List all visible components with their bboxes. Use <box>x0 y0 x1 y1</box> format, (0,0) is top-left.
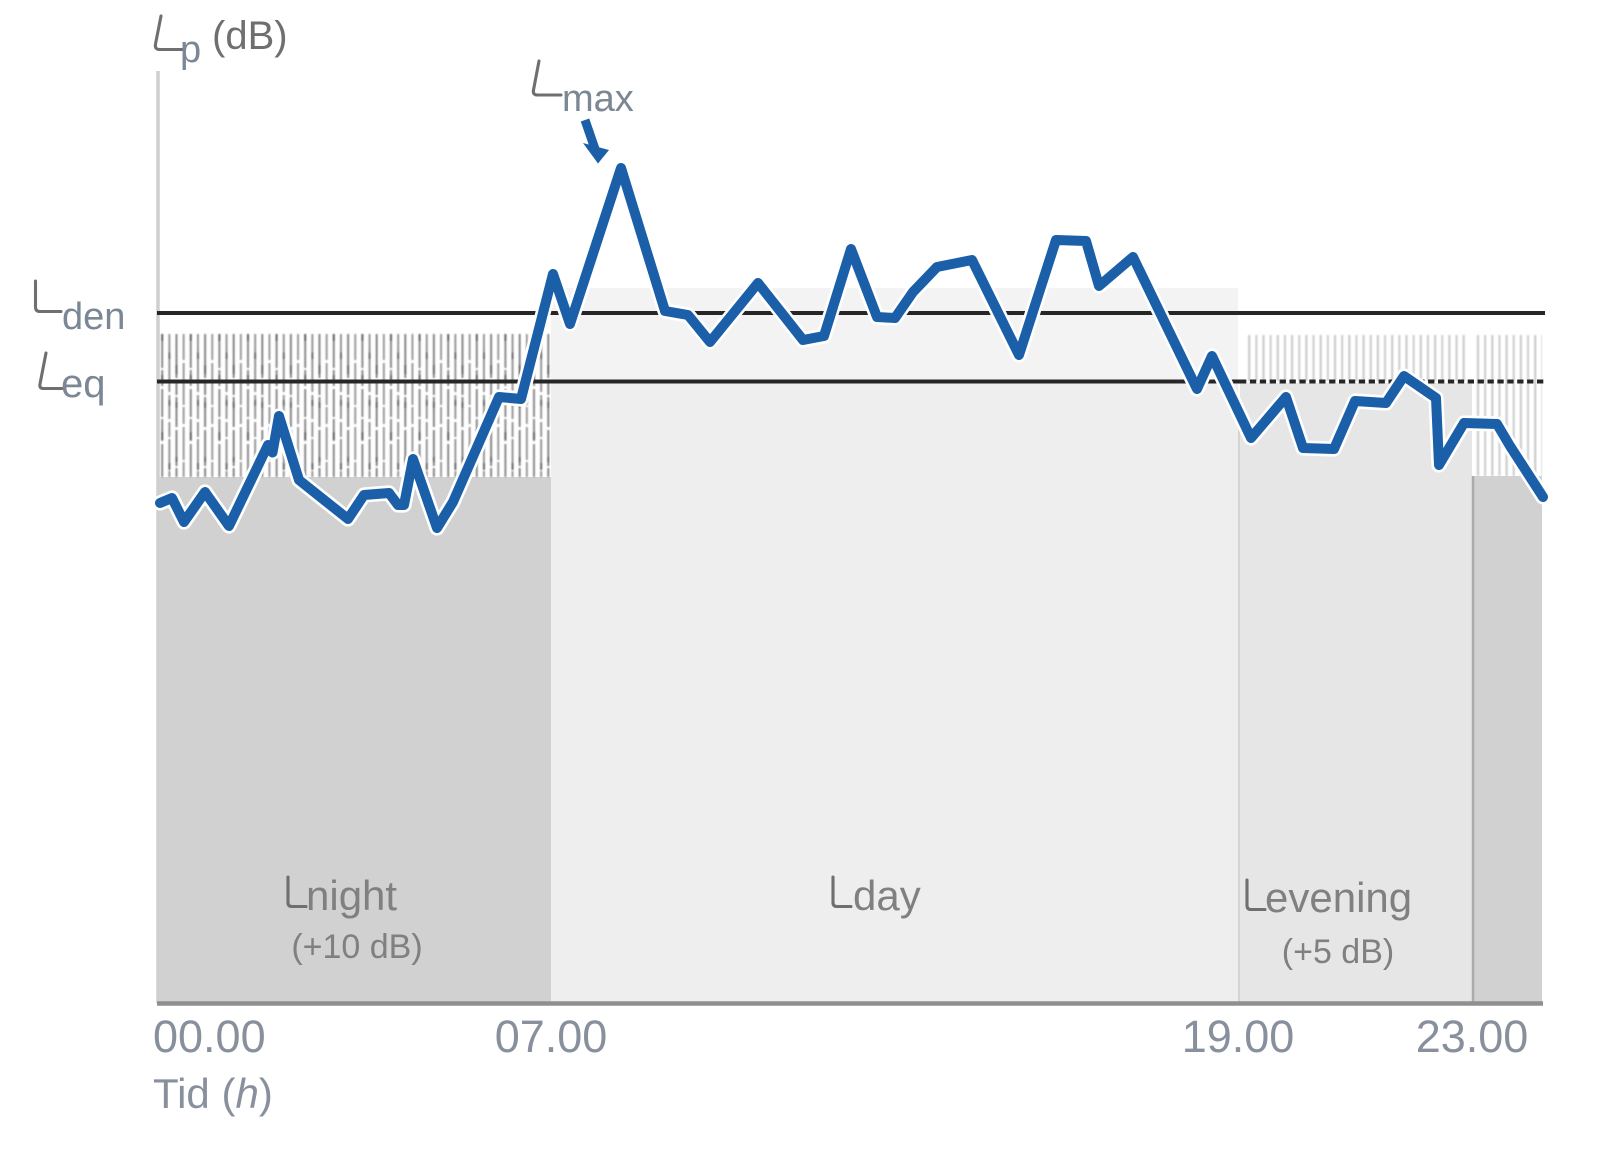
svg-text:day: day <box>853 872 921 919</box>
svg-text:den: den <box>62 296 125 338</box>
svg-text:07.00: 07.00 <box>495 1011 608 1062</box>
svg-text:night: night <box>306 872 397 919</box>
svg-text:max: max <box>562 78 634 120</box>
svg-text:(dB): (dB) <box>212 14 288 58</box>
svg-text:Tid (h): Tid (h) <box>153 1070 273 1117</box>
svg-text:evening: evening <box>1265 874 1412 921</box>
svg-text:(+10 dB): (+10 dB) <box>291 928 422 966</box>
svg-text:(+5 dB): (+5 dB) <box>1282 933 1394 971</box>
svg-text:p: p <box>180 29 201 71</box>
svg-text:19.00: 19.00 <box>1182 1011 1295 1062</box>
svg-text:00.00: 00.00 <box>153 1011 266 1062</box>
svg-text:eq: eq <box>61 362 106 406</box>
svg-text:23.00: 23.00 <box>1416 1011 1529 1062</box>
